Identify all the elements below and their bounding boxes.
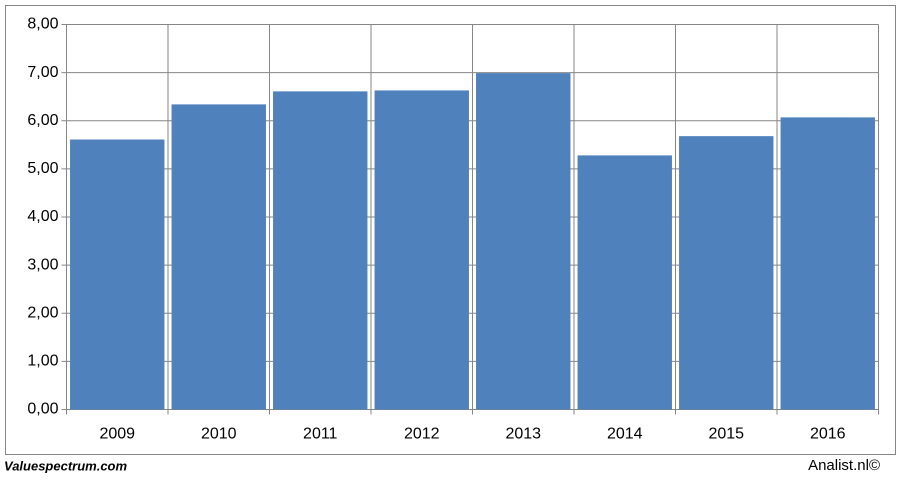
y-tick-label: 7,00	[27, 64, 58, 81]
y-tick-label: 3,00	[27, 256, 58, 273]
bar	[476, 73, 571, 410]
x-tick-label: 2010	[201, 426, 237, 443]
bar	[374, 90, 469, 410]
bar	[577, 155, 672, 410]
x-tick-label: 2009	[99, 426, 135, 443]
y-tick-label: 4,00	[27, 208, 58, 225]
bar	[273, 91, 368, 410]
y-tick-label: 2,00	[27, 304, 58, 321]
x-tick-label: 2016	[810, 426, 846, 443]
y-tick-label: 1,00	[27, 353, 58, 370]
footer-left: Valuespectrum.com	[4, 458, 128, 473]
y-tick-label: 5,00	[27, 160, 58, 177]
y-tick-label: 8,00	[27, 16, 58, 33]
x-tick-label: 2012	[404, 426, 440, 443]
bar	[171, 104, 266, 410]
x-tick-label: 2011	[303, 426, 338, 443]
y-tick-label: 0,00	[27, 401, 58, 418]
bar	[679, 136, 774, 410]
x-tick-label: 2015	[708, 426, 744, 443]
x-tick-label: 2013	[505, 426, 541, 443]
footer-right: Analist.nl©	[808, 457, 880, 474]
y-tick-label: 6,00	[27, 112, 58, 129]
x-tick-label: 2014	[607, 426, 643, 443]
bar	[780, 117, 875, 410]
bar	[70, 139, 165, 410]
